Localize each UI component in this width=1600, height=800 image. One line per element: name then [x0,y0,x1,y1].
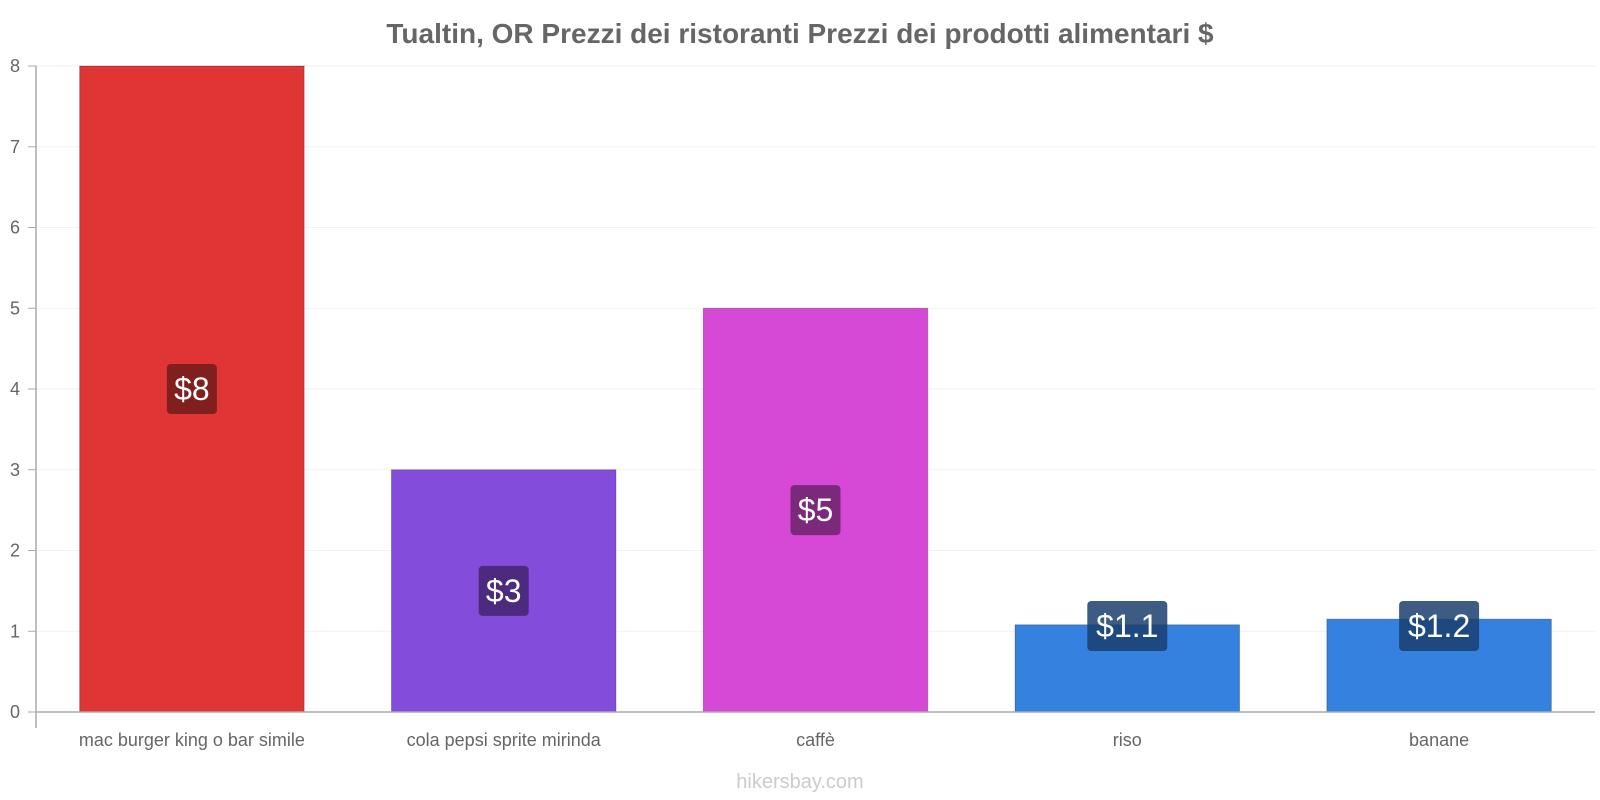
y-tick-label: 5 [10,298,20,318]
x-category-label: caffè [796,730,835,750]
y-axis: 0 1 2 3 4 5 6 7 8 [10,56,37,728]
data-label-background [1399,601,1480,651]
data-labels: $8 $3 $5 $1.1 $1.2 [166,364,1480,651]
data-label: $1.1 [1096,608,1158,644]
data-label: $8 [174,371,210,407]
data-label: $3 [486,573,522,609]
data-label: $5 [798,492,834,528]
y-tick-label: 4 [10,379,20,399]
y-tick-label: 8 [10,56,20,76]
data-label: $1.2 [1408,608,1470,644]
y-tick-label: 6 [10,218,20,238]
x-category-label: banane [1409,730,1469,750]
x-category-label: cola pepsi sprite mirinda [407,730,602,750]
data-label-background [478,565,529,616]
x-category-label: mac burger king o bar simile [79,730,305,750]
site-credit: hikersbay.com [736,771,863,793]
chart-title: Tualtin, OR Prezzi dei ristoranti Prezzi… [386,18,1214,49]
bars [79,65,1552,713]
data-label-background [166,364,217,414]
y-tick-label: 0 [10,702,20,722]
data-label-background [1087,601,1168,651]
x-category-label: riso [1113,730,1142,750]
y-tick-label: 1 [10,621,20,641]
y-tick-label: 3 [10,460,20,480]
y-tick-label: 2 [10,541,20,561]
data-label-background [790,485,841,536]
y-tick-label: 7 [10,137,20,157]
x-axis: mac burger king o bar simile cola pepsi s… [36,711,1595,750]
